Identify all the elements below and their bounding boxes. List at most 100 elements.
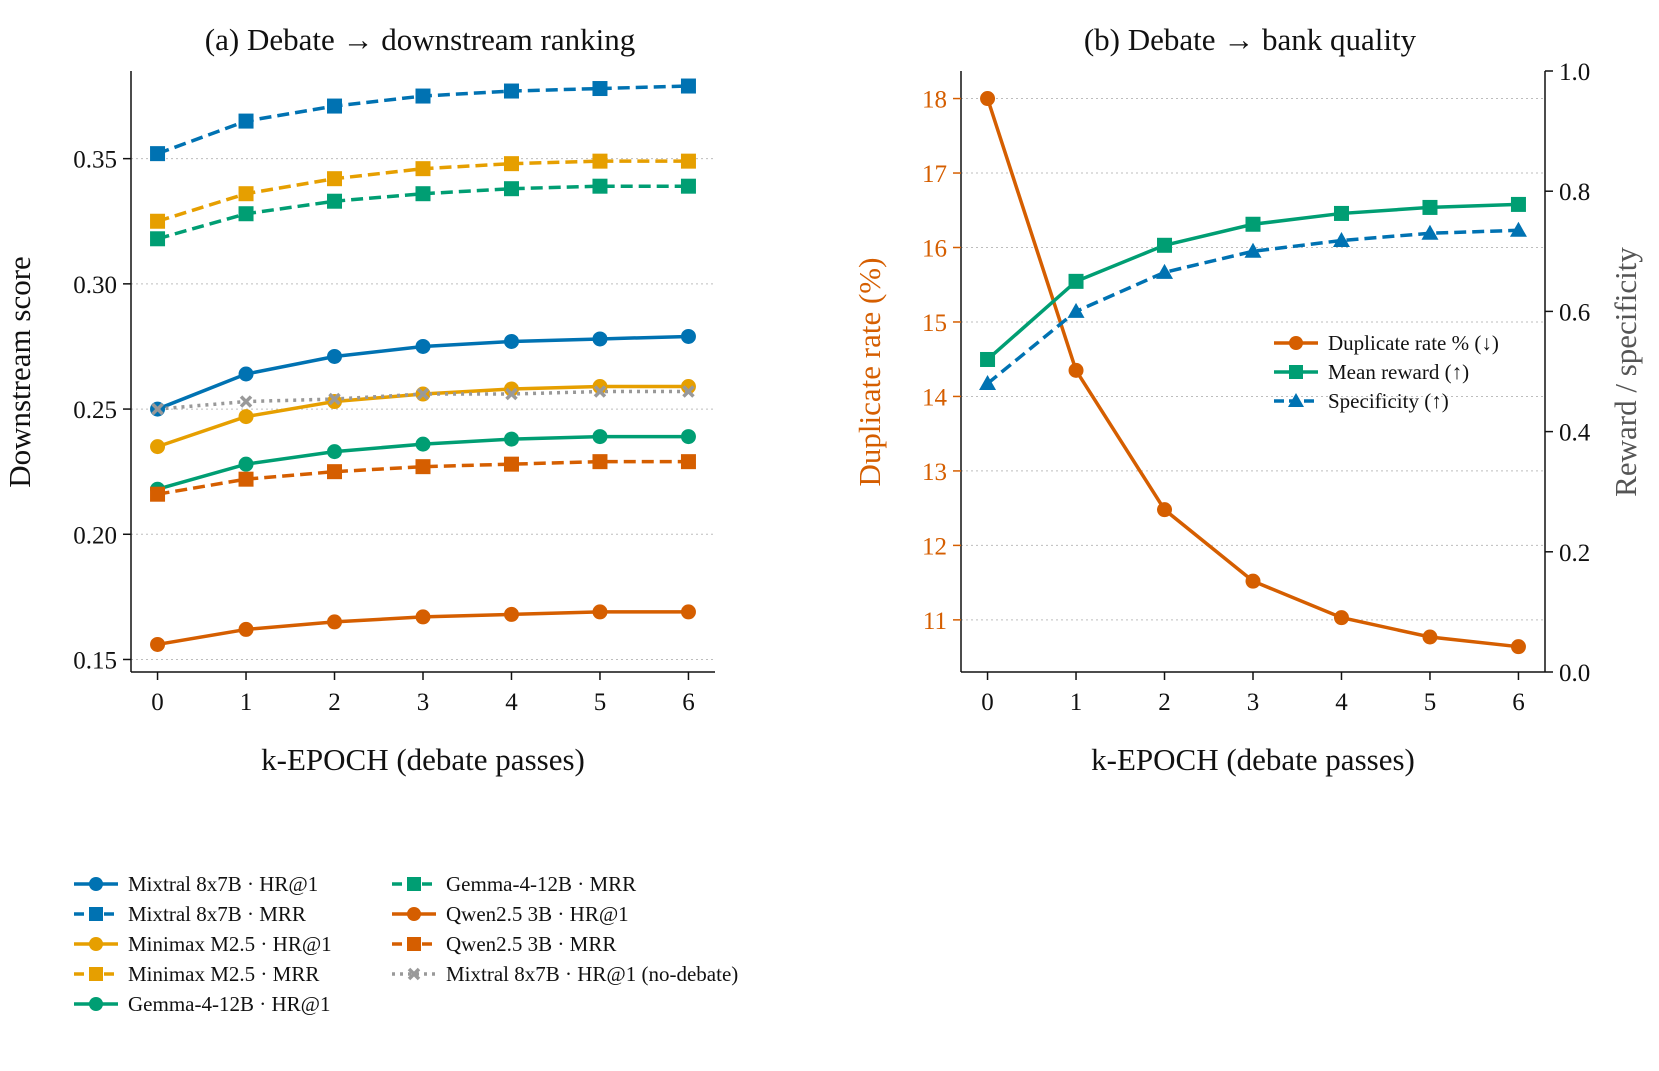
panel-a-y-tick-label: 0.20 (73, 522, 117, 549)
data-point (327, 394, 343, 410)
data-point (415, 436, 431, 452)
data-point (680, 78, 696, 94)
data-point (415, 609, 431, 625)
legend-marker (89, 937, 103, 951)
panel-a-title: (a) Debate → downstream ranking (205, 22, 635, 57)
legend-marker (407, 937, 421, 951)
data-point (238, 471, 254, 487)
data-point (1333, 610, 1349, 626)
data-point (1156, 263, 1174, 279)
data-point (1333, 205, 1349, 221)
data-point (680, 429, 696, 445)
data-point (592, 429, 608, 445)
data-point (415, 88, 431, 104)
legend-marker (89, 907, 103, 921)
data-point (1067, 302, 1085, 318)
legend-marker (89, 997, 103, 1011)
data-point (238, 206, 254, 222)
panel-a-y-ticks: 0.15 0.20 0.25 0.30 0.35 (73, 147, 131, 674)
legend-label: Mixtral 8x7B · HR@1 (no-debate) (446, 962, 738, 986)
data-point (1244, 242, 1262, 258)
data-point (592, 454, 608, 470)
panel-a-x-tick-label: 3 (417, 689, 430, 716)
panel-a-y-tick-label: 0.15 (73, 647, 117, 674)
data-point (503, 431, 519, 447)
data-point (238, 409, 254, 425)
data-point (592, 178, 608, 194)
data-point (327, 171, 343, 187)
panel-a-y-tick-label: 0.35 (73, 147, 117, 174)
series-qwen2-5-3b-mrr (150, 454, 696, 502)
panel-a-y-tick-label: 0.25 (73, 397, 117, 424)
data-point (980, 351, 996, 367)
panel-a-gridlines (131, 158, 715, 660)
panel-b-x-tick-label: 4 (1335, 689, 1348, 716)
data-point (415, 338, 431, 354)
data-point (680, 328, 696, 344)
data-point (238, 366, 254, 382)
data-point (1422, 199, 1438, 215)
data-point (238, 186, 254, 202)
panel-a-series (150, 78, 696, 652)
data-point (238, 113, 254, 129)
panel-a-x-ticks: 0 1 2 3 4 5 6 (151, 672, 695, 716)
panel-b-right-y-tick-label: 0.4 (1559, 420, 1591, 447)
panel-b-x-ticks: 0 1 2 3 4 5 6 (981, 672, 1525, 716)
legend-marker (1288, 393, 1304, 407)
data-point (503, 381, 519, 397)
panel-b-left-y-tick-label: 12 (922, 533, 947, 560)
data-point (592, 379, 608, 395)
data-point (150, 439, 166, 455)
data-point (1510, 639, 1526, 655)
data-point (150, 146, 166, 162)
panel-b-left-y-tick-label: 11 (923, 608, 947, 635)
panel-b-x-tick-label: 0 (981, 689, 994, 716)
legend-marker (89, 967, 103, 981)
data-point (980, 91, 996, 107)
data-point (503, 181, 519, 197)
legend-label: Mean reward (↑) (1328, 360, 1469, 384)
panel-b-x-tick-label: 5 (1424, 689, 1437, 716)
panel-b-left-y-tick-label: 13 (922, 459, 947, 486)
series-minimax-m2-5-mrr (150, 153, 696, 229)
data-point (680, 604, 696, 620)
data-point (150, 486, 166, 502)
panel-a-x-axis-label: k-EPOCH (debate passes) (261, 742, 585, 777)
data-point (239, 395, 253, 408)
data-point (979, 375, 997, 391)
data-point (415, 459, 431, 475)
data-point (1068, 362, 1084, 378)
data-point (1245, 216, 1261, 232)
panel-b-right-y-tick-label: 0.2 (1559, 540, 1590, 567)
panel-b-legend: Duplicate rate % (↓) Mean reward (↑) Speci… (1274, 331, 1499, 413)
data-point (682, 385, 695, 398)
panel-b-left-y-tick-label: 16 (922, 236, 947, 263)
data-point (151, 402, 164, 416)
panel-a-legend: Mixtral 8x7B · HR@1 Mixtral 8x7B · MRR Min… (74, 872, 738, 1016)
panel-a-x-tick-label: 2 (328, 689, 341, 716)
data-point (593, 385, 607, 398)
data-point (592, 331, 608, 347)
data-point (327, 98, 343, 114)
data-point (415, 186, 431, 202)
panel-b-x-tick-label: 3 (1247, 689, 1260, 716)
data-point (680, 153, 696, 169)
data-point (327, 464, 343, 480)
panel-b-x-tick-label: 1 (1070, 689, 1083, 716)
legend-item-mixtral-8x7b-hr-1: Mixtral 8x7B · HR@1 (74, 872, 318, 896)
legend-item-duplicate-rate: Duplicate rate % (↓) (1274, 331, 1499, 355)
legend-item-mixtral-8x7b-mrr: Mixtral 8x7B · MRR (74, 902, 306, 926)
data-point (328, 392, 341, 406)
data-point (1509, 221, 1527, 237)
panel-b-right-y-axis-label: Reward / specificity (1608, 247, 1643, 497)
panel-a-x-tick-label: 1 (240, 689, 253, 716)
data-point (150, 213, 166, 229)
data-point (1332, 231, 1350, 247)
panel-b-left-y-tick-label: 15 (922, 310, 947, 337)
panel-b-left-y-tick-label: 17 (922, 161, 947, 188)
panel-b-title: (b) Debate → bank quality (1084, 22, 1417, 57)
panel-b-series (979, 91, 1527, 655)
panel-b-right-y-tick-label: 0.0 (1559, 660, 1590, 687)
series-gemma-4-12b-mrr (150, 178, 696, 247)
